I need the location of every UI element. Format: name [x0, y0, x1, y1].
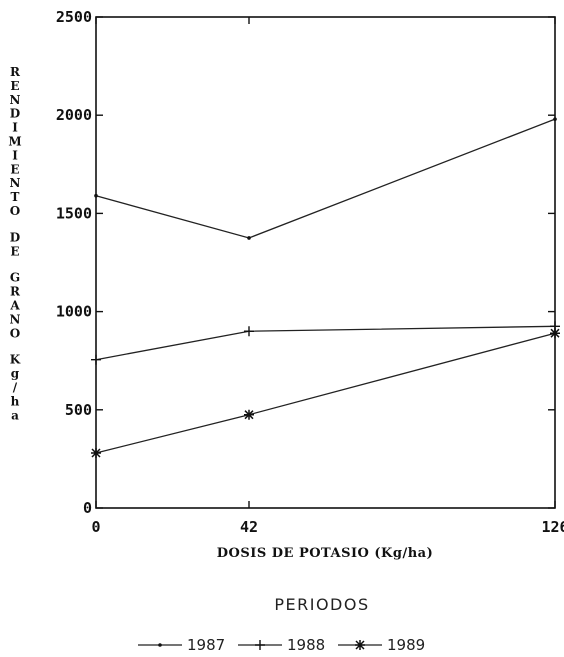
x-tick-label: 42	[240, 518, 258, 536]
y-axis-label-char: K	[10, 353, 21, 367]
legend-marker	[255, 640, 265, 650]
series-line-1987	[95, 118, 556, 239]
y-axis-label-char: N	[10, 176, 21, 190]
y-tick-label: 0	[83, 499, 92, 517]
legend-item-1989: 1989	[338, 636, 425, 654]
y-axis-label-char: g	[11, 367, 20, 381]
data-point-1989	[91, 448, 101, 459]
y-axis-label-char: A	[9, 299, 20, 313]
y-axis-label-char: D	[10, 107, 20, 121]
y-tick-label: 1000	[56, 303, 92, 321]
y-axis-label-char: G	[10, 271, 20, 285]
y-tick-label: 2500	[56, 8, 92, 26]
y-axis-label-char: a	[11, 408, 19, 422]
y-axis-label-char: M	[8, 135, 21, 149]
legend-title: PERIODOS	[274, 595, 369, 614]
y-axis-label-char: R	[10, 285, 21, 299]
data-point-1988	[91, 354, 101, 365]
x-tick-label: 0	[91, 518, 100, 536]
y-axis-label-char: N	[10, 93, 21, 107]
data-point-1987	[94, 193, 98, 198]
legend-item-1988: 1988	[238, 636, 325, 654]
y-axis-label-char: E	[10, 79, 19, 93]
y-axis-label-char: I	[12, 148, 18, 162]
data-point-1987	[247, 236, 251, 240]
data-point-1989	[550, 328, 560, 339]
y-axis-label-char: R	[10, 65, 21, 79]
y-axis-label-char: E	[10, 244, 19, 258]
y-axis-label-char: O	[10, 326, 20, 340]
data-point-1988	[244, 326, 254, 337]
x-axis-ticks: 0 42 126	[91, 17, 564, 536]
y-axis-label-char: h	[11, 394, 20, 408]
legend-marker	[355, 640, 365, 650]
plot-frame	[95, 16, 556, 509]
y-axis-label-char: I	[12, 121, 18, 135]
data-point-1987	[553, 117, 557, 121]
series-line-1988	[95, 325, 556, 361]
y-axis-label-char: N	[10, 312, 21, 326]
x-tick-label: 126	[541, 518, 564, 536]
legend: 1987 1988 1989	[138, 636, 425, 654]
series-line-1989	[95, 332, 556, 454]
legend-marker	[158, 643, 162, 647]
y-axis-ticks: 0 500 1000 1500 2000 2500	[56, 8, 555, 517]
y-axis-label-char: E	[10, 162, 19, 176]
y-axis-label-char: /	[13, 381, 18, 395]
y-axis-label-char: D	[10, 230, 20, 244]
legend-label: 1987	[187, 636, 225, 654]
legend-item-1987: 1987	[138, 636, 225, 654]
y-axis-label-char: O	[10, 204, 20, 218]
y-tick-label: 2000	[56, 106, 92, 124]
series-lines	[91, 117, 560, 459]
legend-label: 1988	[287, 636, 325, 654]
y-axis-label-char: T	[11, 190, 20, 204]
x-axis-label: DOSIS DE POTASIO (Kg/ha)	[217, 546, 433, 561]
y-tick-label: 500	[65, 401, 92, 419]
data-point-1989	[244, 409, 254, 420]
y-tick-label: 1500	[56, 204, 92, 222]
legend-label: 1989	[387, 636, 425, 654]
